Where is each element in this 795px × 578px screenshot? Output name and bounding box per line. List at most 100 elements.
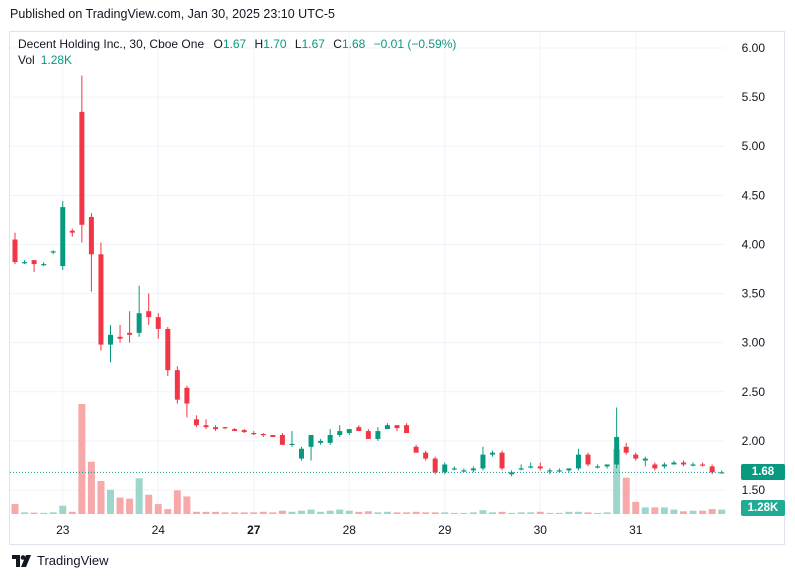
y-tick-label: 5.50 xyxy=(742,90,766,104)
candle-body[interactable] xyxy=(623,446,629,453)
candle-body[interactable] xyxy=(537,466,543,469)
candle-body[interactable] xyxy=(595,466,601,468)
candle-body[interactable] xyxy=(69,230,75,233)
volume-bar xyxy=(574,511,582,514)
candle-body[interactable] xyxy=(556,470,562,472)
candle-body[interactable] xyxy=(79,111,85,225)
candle-body[interactable] xyxy=(108,334,113,345)
candle-body[interactable] xyxy=(279,434,285,445)
candle-body[interactable] xyxy=(690,464,696,466)
candle-body[interactable] xyxy=(413,446,419,453)
volume-label[interactable]: Vol xyxy=(18,53,35,67)
volume-bar xyxy=(68,511,76,514)
candle-body[interactable] xyxy=(719,472,725,474)
candle-body[interactable] xyxy=(365,431,371,439)
candle-body[interactable] xyxy=(270,434,276,437)
candle-body[interactable] xyxy=(518,468,524,470)
candle-body[interactable] xyxy=(404,425,410,434)
volume-bar xyxy=(498,511,506,514)
candle-body[interactable] xyxy=(661,464,667,467)
candle-body[interactable] xyxy=(470,468,476,471)
candle-body[interactable] xyxy=(22,262,28,264)
candle-body[interactable] xyxy=(289,443,295,446)
candle-body[interactable] xyxy=(12,239,18,263)
candle-body[interactable] xyxy=(318,440,324,443)
volume-bar xyxy=(355,511,363,514)
candle-body[interactable] xyxy=(299,448,304,459)
volume-bar xyxy=(670,509,678,514)
candle-body[interactable] xyxy=(566,468,572,471)
candle-body[interactable] xyxy=(480,454,486,469)
open-value: 1.67 xyxy=(222,37,247,51)
candle-body[interactable] xyxy=(50,251,56,253)
candle-body[interactable] xyxy=(31,260,37,265)
candle-body[interactable] xyxy=(384,425,390,430)
candle-body[interactable] xyxy=(547,470,553,472)
footer-brand-label: TradingView xyxy=(37,553,109,568)
price-chart[interactable]: 6.00 5.50 5.00 4.50 4.00 3.50 3.00 2.50 2.00 1.50… xyxy=(10,32,784,544)
candle-body[interactable] xyxy=(509,472,515,475)
candle-body[interactable] xyxy=(174,370,180,400)
candle-body[interactable] xyxy=(241,430,247,433)
candle-body[interactable] xyxy=(356,427,362,432)
candle-body[interactable] xyxy=(203,425,209,428)
x-tick-label: 27 xyxy=(247,523,261,537)
candle-body[interactable] xyxy=(308,434,314,447)
candle-body[interactable] xyxy=(60,207,66,267)
candle-body[interactable] xyxy=(528,466,534,468)
candle-body[interactable] xyxy=(671,462,677,465)
candle-body[interactable] xyxy=(604,464,610,467)
candle-body[interactable] xyxy=(442,464,448,473)
candle-body[interactable] xyxy=(585,454,591,465)
candle-body[interactable] xyxy=(451,468,457,470)
candle-body[interactable] xyxy=(136,313,142,333)
candle-body[interactable] xyxy=(327,434,333,443)
volume-bar xyxy=(59,505,67,514)
candle-body[interactable] xyxy=(41,264,47,266)
volume-bar xyxy=(126,498,134,514)
footer-brand[interactable]: TradingView xyxy=(12,553,109,568)
candle-body[interactable] xyxy=(709,466,715,473)
candle-body[interactable] xyxy=(98,254,104,345)
volume-bar xyxy=(298,510,305,514)
candle-body[interactable] xyxy=(184,387,190,404)
candle-body[interactable] xyxy=(681,462,686,465)
candle-body[interactable] xyxy=(575,454,581,469)
candle-body[interactable] xyxy=(423,452,429,459)
candle-body[interactable] xyxy=(346,429,352,434)
candle-body[interactable] xyxy=(213,427,219,430)
candle-body[interactable] xyxy=(165,328,171,371)
candle-body[interactable] xyxy=(633,454,639,459)
volume-bar xyxy=(641,507,649,514)
candle-body[interactable] xyxy=(614,436,620,465)
candle-body[interactable] xyxy=(642,458,648,461)
candle-body[interactable] xyxy=(652,464,658,469)
symbol-title[interactable]: Decent Holding Inc., 30, Cboe One xyxy=(18,37,205,51)
candle-body[interactable] xyxy=(375,431,381,439)
candle-body[interactable] xyxy=(88,216,94,255)
candle-body[interactable] xyxy=(251,433,257,435)
candle-body[interactable] xyxy=(117,336,123,339)
candle-body[interactable] xyxy=(127,332,133,335)
candle-body[interactable] xyxy=(146,311,152,318)
x-tick-label: 29 xyxy=(438,523,452,537)
y-tick-label: 5.00 xyxy=(742,139,766,153)
candle-body[interactable] xyxy=(700,464,706,466)
candle-body[interactable] xyxy=(337,431,343,435)
candle-body[interactable] xyxy=(394,425,400,429)
candle-body[interactable] xyxy=(432,458,438,473)
candle-body[interactable] xyxy=(193,419,199,426)
candle-body[interactable] xyxy=(260,434,266,436)
candle-body[interactable] xyxy=(499,452,505,469)
volume-value: 1.28K xyxy=(40,53,73,67)
volume-bar xyxy=(374,512,382,514)
candle-body[interactable] xyxy=(155,317,161,329)
x-tick-label: 28 xyxy=(343,523,357,537)
candle-body[interactable] xyxy=(232,429,238,432)
y-tick-label: 4.50 xyxy=(742,188,766,202)
candle-body[interactable] xyxy=(461,470,467,472)
candle-body[interactable] xyxy=(222,427,228,429)
low-value: 1.67 xyxy=(301,37,325,51)
candle-body[interactable] xyxy=(490,452,495,455)
y-tick-label: 2.50 xyxy=(742,385,766,399)
